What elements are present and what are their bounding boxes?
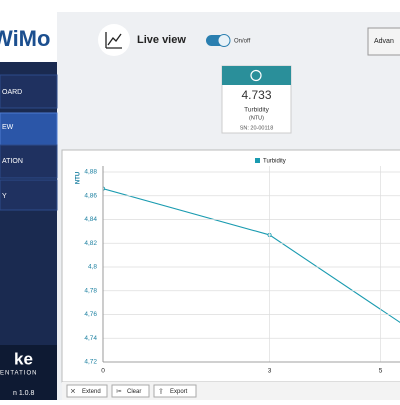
y-tick-label: 4,78	[84, 287, 97, 294]
logo-area	[0, 12, 57, 62]
logo: WiMo	[0, 26, 50, 51]
y-tick-label: 4,74	[84, 335, 97, 342]
card-label: Turbidity	[244, 107, 269, 114]
button-label: Clear	[127, 389, 141, 395]
nav-label: ATION	[2, 158, 23, 165]
button-icon: ✂	[116, 388, 122, 395]
clear-button[interactable]	[111, 384, 150, 398]
y-tick-label: 4,76	[84, 311, 97, 318]
legend-swatch	[255, 158, 260, 163]
button-label: Advan	[374, 38, 394, 45]
x-tick-label: 3	[268, 368, 272, 375]
x-tick-label: 0	[101, 368, 105, 375]
toggle-label: On/off	[234, 39, 251, 45]
card-value: 4.733	[241, 88, 271, 102]
y-tick-label: 4,82	[84, 240, 97, 247]
legend-label: Turbidity	[263, 159, 286, 165]
y-tick-label: 4,72	[84, 359, 97, 366]
card-icon	[250, 69, 262, 82]
title-bar	[0, 0, 400, 12]
view-icon-bg	[98, 24, 130, 56]
y-tick-label: 4,84	[84, 216, 97, 223]
button-icon: ✕	[70, 388, 76, 395]
header-title: Live view	[137, 34, 186, 46]
card-header	[222, 66, 291, 85]
export-button[interactable]	[153, 384, 197, 398]
y-axis-label: NTU	[76, 172, 82, 184]
x-tick-label: 5	[379, 368, 383, 375]
nav-label: Y	[2, 193, 7, 200]
nav-item[interactable]	[0, 179, 58, 211]
card-unit: (NTU)	[249, 115, 264, 121]
y-tick-label: 4,86	[84, 192, 97, 199]
brand-sub: ENTATION	[0, 371, 37, 377]
brand-area	[0, 345, 57, 400]
version: n 1.0.8	[13, 390, 35, 397]
y-tick-label: 4,88	[84, 169, 97, 176]
nav-item[interactable]	[0, 144, 58, 179]
nav-item-active[interactable]	[0, 112, 58, 146]
view-icon	[105, 32, 122, 49]
nav-label: OARD	[2, 89, 22, 96]
y-tick-label: 4,8	[88, 264, 97, 271]
button-label: Export	[170, 389, 188, 395]
toggle-knob	[217, 34, 231, 47]
advanced-button[interactable]	[367, 27, 400, 56]
nav-item[interactable]	[0, 74, 58, 109]
brand: ke	[14, 349, 33, 368]
button-label: Extend	[82, 389, 101, 395]
card-serial: SN: 20-00118	[240, 125, 274, 131]
nav-label: EW	[2, 124, 14, 131]
extend-button[interactable]	[66, 384, 108, 398]
chart-panel	[61, 149, 400, 383]
button-icon: ⇪	[158, 387, 164, 395]
